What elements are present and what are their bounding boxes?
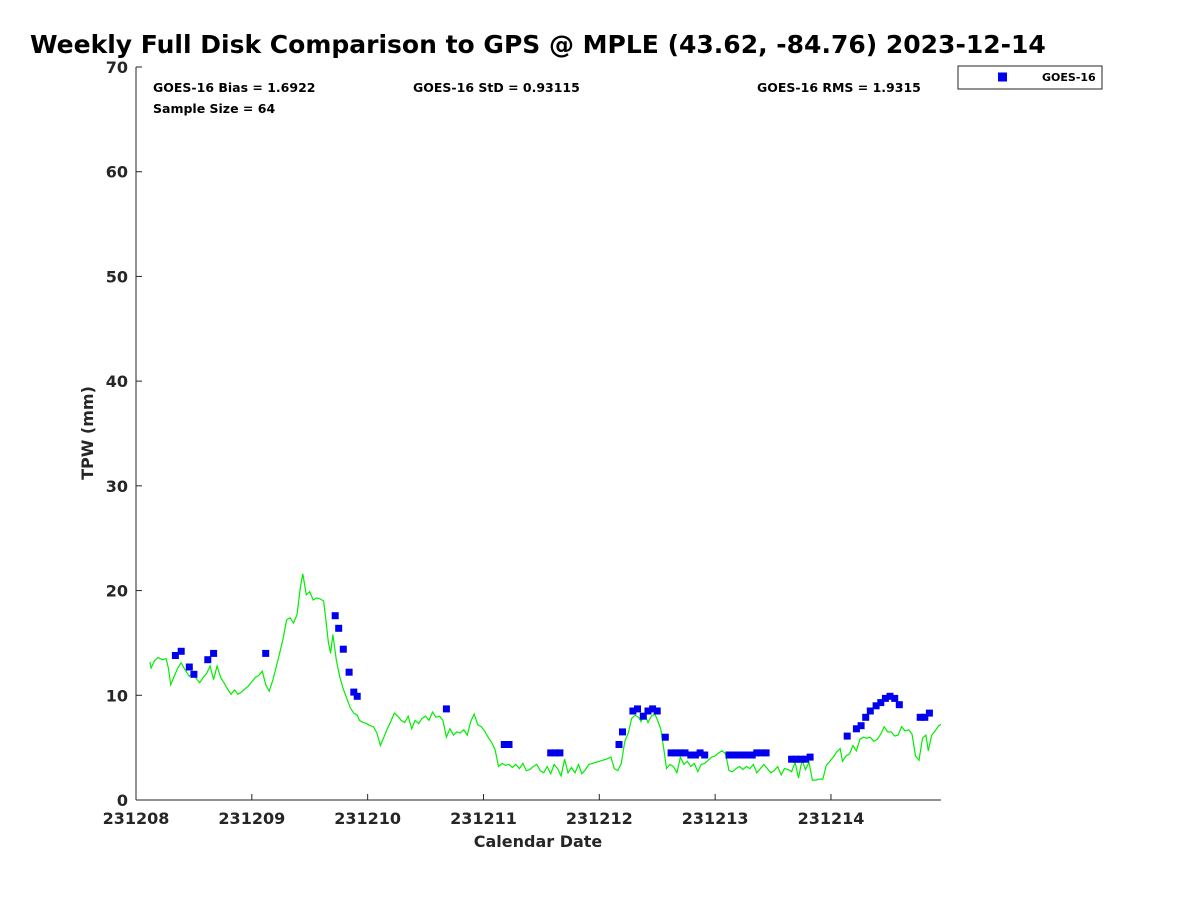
bias-annotation: GOES-16 Bias = 1.6922 [153, 80, 315, 95]
goes-16-point [615, 741, 623, 748]
goes-16-point [797, 755, 805, 763]
goes-16-point [629, 707, 637, 715]
goes-16-point [687, 751, 695, 759]
goes-16-point [442, 705, 450, 713]
x-tick-label: 231209 [218, 809, 285, 828]
goes-16-point [339, 645, 347, 653]
goes-16-point [872, 702, 880, 710]
goes-16-point [881, 694, 889, 702]
x-tick-label: 231210 [334, 809, 401, 828]
goes-16-point [661, 733, 669, 741]
goes-16-point [185, 663, 193, 671]
x-ticks: 231208 231209 231210 231211 231212 231213 2312… [103, 794, 865, 828]
goes-16-point [171, 652, 179, 659]
goes-16-point [925, 709, 933, 717]
goes-16-point [748, 751, 756, 759]
x-tick-label: 231211 [450, 809, 517, 828]
goes-16-point [866, 707, 874, 715]
goes-16-point [639, 712, 647, 720]
goes-16-point [210, 649, 218, 657]
goes-16-point [177, 647, 185, 655]
goes-16-point [331, 612, 339, 620]
goes-16-point [734, 751, 742, 759]
goes-16-point [886, 692, 894, 700]
rms-annotation: GOES-16 RMS = 1.9315 [757, 80, 921, 95]
goes-16-point [619, 728, 626, 736]
goes-16-point [500, 741, 508, 748]
goes-16-point [852, 725, 860, 733]
plot-area: 0 10 20 30 40 50 60 70 231208 231209 231210 231211… [103, 58, 942, 828]
goes-16-point [353, 692, 361, 700]
y-tick-label: 0 [117, 791, 128, 810]
y-tick-label: 50 [106, 267, 128, 286]
goes-16-point [802, 755, 809, 763]
goes-16-point [676, 749, 684, 757]
legend: GOES-16 [957, 65, 1103, 90]
goes-16-point [350, 688, 358, 696]
goes-16-point [895, 701, 903, 709]
goes-16-point [672, 749, 680, 757]
x-tick-label: 231214 [798, 809, 865, 828]
goes-16-point [634, 705, 641, 713]
goes-16-point [547, 749, 555, 757]
gps-series-line [149, 573, 942, 781]
y-tick-label: 40 [106, 372, 128, 391]
goes-16-point [691, 751, 699, 759]
legend-box [957, 65, 1103, 90]
goes-16-point [262, 649, 270, 657]
goes-16-point [739, 751, 747, 759]
legend-label-goes-16: GOES-16 [1042, 71, 1096, 84]
y-tick-label: 60 [106, 163, 128, 182]
x-tick-label: 231208 [103, 809, 170, 828]
goes-16-point [730, 751, 738, 759]
goes-16-point [744, 751, 752, 759]
goes-16-point [701, 751, 709, 759]
x-tick-label: 231212 [566, 809, 633, 828]
goes-16-point [649, 705, 657, 713]
goes-16-point [762, 749, 770, 757]
goes-16-point [921, 713, 929, 721]
goes-16-point [843, 732, 851, 740]
y-tick-label: 10 [106, 686, 128, 705]
goes-16-point [792, 755, 800, 763]
goes-16-point [758, 749, 765, 757]
sample-size-annotation: Sample Size = 64 [153, 101, 275, 116]
chart-title: Weekly Full Disk Comparison to GPS @ MPL… [30, 30, 1046, 59]
goes-16-point [204, 656, 212, 664]
goes-16-point [862, 713, 870, 721]
goes-16-point [788, 755, 796, 763]
goes-16-point [345, 668, 353, 676]
x-axis-label: Calendar Date [474, 832, 603, 851]
goes-16-point [891, 694, 899, 702]
goes-16-point [644, 707, 652, 715]
y-ticks: 0 10 20 30 40 50 60 70 [106, 58, 142, 810]
goes-16-points [171, 612, 933, 763]
goes-16-point [653, 707, 661, 715]
goes-16-point [667, 749, 675, 757]
y-axis-label: TPW (mm) [78, 386, 97, 480]
goes-16-point [505, 741, 513, 748]
std-annotation: GOES-16 StD = 0.93115 [413, 80, 580, 95]
goes-16-point [806, 753, 814, 761]
goes-16-point [190, 670, 198, 678]
goes-16-point [753, 749, 761, 757]
goes-16-point [681, 749, 689, 757]
y-tick-label: 20 [106, 582, 128, 601]
goes-16-point [877, 699, 885, 707]
goes-16-point [857, 722, 865, 730]
y-tick-label: 30 [106, 477, 128, 496]
goes-16-point [916, 713, 924, 721]
goes-16-point [696, 749, 704, 757]
legend-marker-goes-16 [998, 72, 1007, 82]
x-tick-label: 231213 [682, 809, 749, 828]
goes-16-point [725, 751, 733, 759]
goes-16-point [335, 624, 343, 632]
goes-16-point [556, 749, 564, 757]
y-tick-label: 70 [106, 58, 128, 77]
goes-16-point [551, 749, 559, 757]
